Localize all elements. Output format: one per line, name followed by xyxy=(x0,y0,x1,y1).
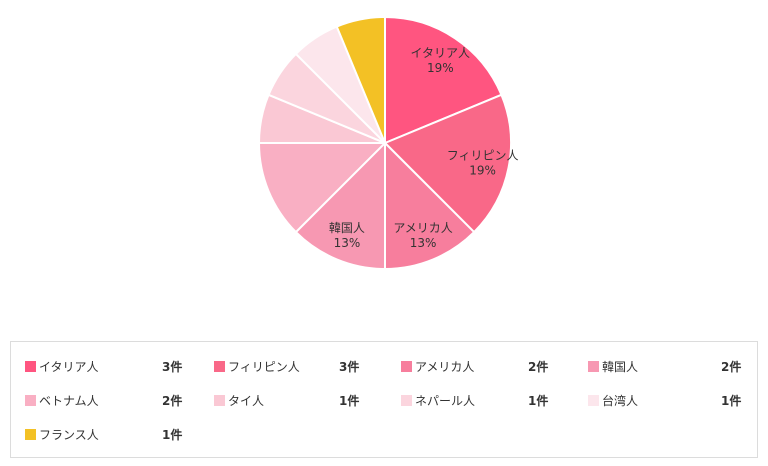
legend-label: 台湾人 xyxy=(602,394,639,408)
legend-label: フランス人 xyxy=(39,428,99,442)
slice-name-label-1: フィリピン人 xyxy=(447,148,519,162)
pie-slice-1 xyxy=(383,93,512,234)
legend: イタリア人 3件 フィリピン人 3件 アメリカ人 2件 韓国人 2件 ベトナム人 2件 タイ人 1件ネ… xyxy=(10,341,758,458)
legend-count: 1件 xyxy=(162,428,183,442)
slice-percent-label-1: 19% xyxy=(469,163,496,177)
legend-swatch xyxy=(588,395,599,406)
legend-swatch xyxy=(588,361,599,372)
legend-count: 2件 xyxy=(721,360,742,374)
legend-label: フィリピン人 xyxy=(228,360,300,374)
legend-swatch xyxy=(25,361,36,372)
slice-percent-label-3: 13% xyxy=(334,236,361,250)
legend-item: イタリア人 3件 xyxy=(25,358,185,376)
slice-percent-label-2: 13% xyxy=(410,236,437,250)
legend-count: 1件 xyxy=(721,394,742,408)
legend-item: ベトナム人 2件 xyxy=(25,392,185,410)
slice-percent-label-0: 19% xyxy=(427,61,454,75)
legend-item: フランス人 1件 xyxy=(25,426,185,444)
legend-label: イタリア人 xyxy=(39,360,99,374)
legend-swatch xyxy=(25,395,36,406)
pie-slice-2 xyxy=(384,140,476,271)
legend-count: 2件 xyxy=(528,360,549,374)
legend-count: 3件 xyxy=(339,360,360,374)
legend-label: タイ人 xyxy=(228,394,265,408)
legend-count: 1件 xyxy=(528,394,549,408)
legend-count: 1件 xyxy=(339,394,360,408)
pie-slice-3 xyxy=(294,140,386,271)
slice-name-label-0: イタリア人 xyxy=(411,46,471,60)
legend-label: ベトナム人 xyxy=(39,394,99,408)
legend-swatch xyxy=(214,395,225,406)
legend-item: 台湾人 1件 xyxy=(588,392,748,410)
pie-slice-0 xyxy=(384,15,503,145)
legend-item: タイ人 1件 xyxy=(214,392,374,410)
legend-swatch xyxy=(25,429,36,440)
pie-slice-8 xyxy=(335,15,386,144)
legend-label: アメリカ人 xyxy=(415,360,475,374)
legend-label: 韓国人 xyxy=(602,360,639,374)
slice-name-label-2: アメリカ人 xyxy=(393,221,452,235)
legend-item: フィリピン人 3件 xyxy=(214,358,374,376)
legend-count: 3件 xyxy=(162,360,183,374)
legend-label: ネパール人 xyxy=(415,394,476,408)
legend-item: 韓国人 2件 xyxy=(588,358,748,376)
legend-swatch xyxy=(214,361,225,372)
legend-item: アメリカ人 2件 xyxy=(401,358,561,376)
legend-swatch xyxy=(401,395,412,406)
slice-name-label-3: 韓国人 xyxy=(329,221,365,235)
legend-item: ネパール人 1件 xyxy=(401,392,561,410)
pie-slice-4 xyxy=(257,142,388,234)
legend-swatch xyxy=(401,361,412,372)
legend-count: 2件 xyxy=(162,394,183,408)
